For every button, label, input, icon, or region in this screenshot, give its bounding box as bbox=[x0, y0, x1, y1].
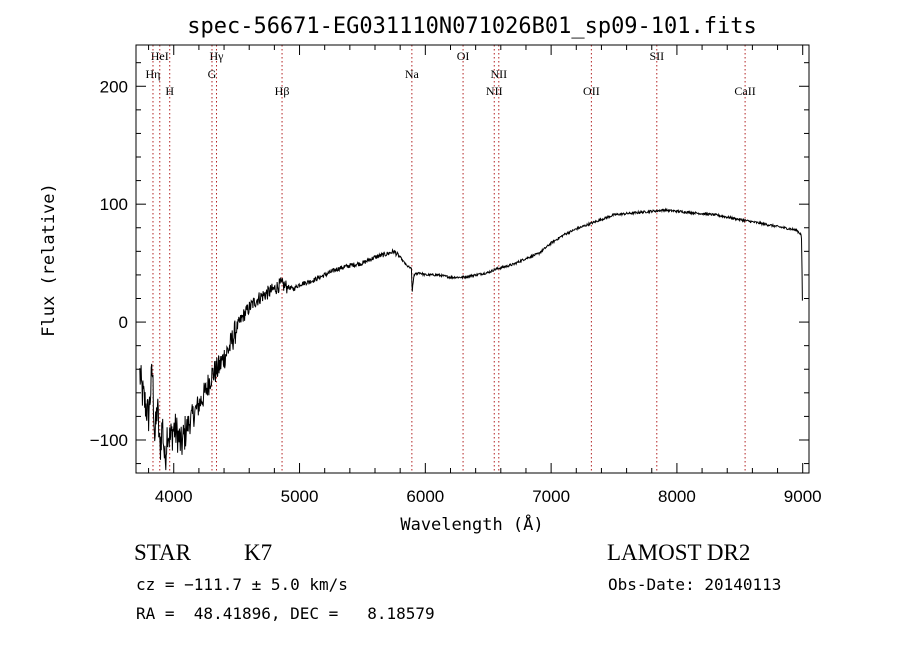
line-label-6: Na bbox=[405, 67, 420, 81]
y-axis-label: Flux (relative) bbox=[39, 183, 59, 337]
line-label-8: NII bbox=[490, 67, 507, 81]
line-label-9: NII bbox=[486, 84, 503, 98]
y-tick-label-200: 200 bbox=[100, 77, 128, 96]
y-tick-label-100: 100 bbox=[100, 195, 128, 214]
x-tick-label-7000: 7000 bbox=[532, 487, 570, 506]
spectrum-line bbox=[139, 207, 803, 471]
observation-date: Obs-Date: 20140113 bbox=[608, 575, 782, 594]
x-tick-label-4000: 4000 bbox=[155, 487, 193, 506]
x-axis-label: Wavelength (Å) bbox=[400, 513, 543, 535]
y-tick-label-0: 0 bbox=[119, 313, 128, 332]
x-tick-label-6000: 6000 bbox=[406, 487, 444, 506]
line-label-4: G bbox=[208, 67, 217, 81]
chart-title: spec-56671-EG031110N071026B01_sp09-101.f… bbox=[187, 14, 757, 39]
line-label-10: OII bbox=[583, 84, 600, 98]
survey-name: LAMOST DR2 bbox=[607, 540, 751, 565]
plot-frame bbox=[135, 44, 810, 474]
spectral-subclass: K7 bbox=[244, 540, 273, 565]
line-label-12: CaII bbox=[734, 84, 755, 98]
line-label-7: OI bbox=[457, 49, 470, 63]
redshift-cz: cz = −111.7 ± 5.0 km/s bbox=[136, 575, 348, 594]
object-type: STAR bbox=[134, 540, 191, 565]
x-tick-label-9000: 9000 bbox=[784, 487, 822, 506]
line-label-2: H bbox=[165, 84, 174, 98]
line-label-0: HeI bbox=[151, 49, 169, 63]
line-label-3: Hγ bbox=[210, 49, 225, 63]
line-label-5: Hβ bbox=[275, 84, 290, 98]
plot-area: HeI Hη H Hγ G Hβ Na OI NII NII OII SII CaII 4000 5000 6… bbox=[90, 44, 822, 506]
line-label-1: Hη bbox=[146, 67, 161, 81]
x-tick-label-5000: 5000 bbox=[281, 487, 319, 506]
y-tick-label--100: −100 bbox=[90, 431, 128, 450]
line-label-11: SII bbox=[649, 49, 664, 63]
x-tick-label-8000: 8000 bbox=[658, 487, 696, 506]
sky-coordinates: RA = 48.41896, DEC = 8.18579 bbox=[136, 604, 435, 623]
